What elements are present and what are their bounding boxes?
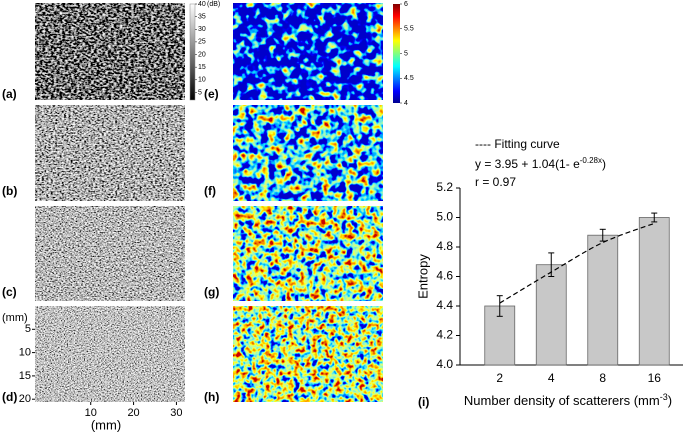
correlation: r = 0.97 bbox=[475, 175, 516, 189]
error-bar bbox=[651, 212, 658, 223]
equation: y = 3.95 + 1.04(1- e-0.28x) bbox=[475, 156, 606, 171]
y-axis-label: (mm) bbox=[2, 312, 28, 324]
panel-label: (a) bbox=[2, 87, 17, 101]
colorbar-tick-label: 5.5 bbox=[404, 26, 414, 33]
x-tick-label: 30 bbox=[170, 407, 182, 419]
panel-label: (h) bbox=[204, 390, 219, 404]
panel-label: (d) bbox=[2, 390, 17, 404]
bmode-image bbox=[35, 206, 185, 301]
entropy-image bbox=[233, 206, 383, 301]
bmode-image bbox=[35, 3, 185, 100]
x-axis-label-sup: -3 bbox=[660, 392, 668, 402]
colorbar-tick-label: 30 bbox=[198, 26, 206, 33]
entropy-image bbox=[233, 306, 383, 402]
panel-label: (b) bbox=[2, 184, 17, 198]
x-tick-label: 2 bbox=[496, 371, 503, 385]
x-tick-label: 10 bbox=[85, 407, 97, 419]
colorbar-unit: (dB) bbox=[207, 1, 220, 8]
x-tick-label: 8 bbox=[599, 371, 606, 385]
y-tick-label: 4.4 bbox=[436, 298, 453, 312]
y-tick-label: 4.0 bbox=[436, 357, 453, 371]
y-tick-label: 5.2 bbox=[436, 180, 453, 194]
y-tick-label: 4.2 bbox=[436, 328, 453, 342]
y-tick-label: 15 bbox=[19, 370, 31, 382]
equation-sup: -0.28x bbox=[580, 156, 602, 165]
y-axis-label: Entropy bbox=[415, 254, 430, 299]
y-tick-label: 4.8 bbox=[436, 239, 453, 253]
bar bbox=[638, 217, 670, 366]
x-axis-label-tail: ) bbox=[668, 393, 672, 408]
colorbar-tick-label: 5 bbox=[404, 50, 408, 57]
colorbar bbox=[393, 4, 400, 103]
panel-label: (g) bbox=[204, 285, 219, 299]
legend-entry: ---- Fitting curve bbox=[475, 137, 560, 151]
images bbox=[35, 3, 400, 402]
y-tick-label: 10 bbox=[19, 347, 31, 359]
colorbar-tick-label: 25 bbox=[198, 39, 206, 46]
fit-curve bbox=[499, 222, 655, 304]
bar bbox=[587, 234, 619, 366]
y-tick-label: 5.0 bbox=[436, 210, 453, 224]
panel-label: (i) bbox=[418, 395, 429, 409]
colorbar-tick-label: 4 bbox=[404, 100, 408, 107]
colorbar-tick-label: 35 bbox=[198, 13, 206, 20]
colorbar-tick-label: 4.5 bbox=[404, 75, 414, 82]
panel-label: (e) bbox=[204, 87, 219, 101]
colorbar-tick-label: 10 bbox=[198, 77, 206, 84]
colorbar-tick-label: 15 bbox=[198, 64, 206, 71]
x-tick-label: 20 bbox=[127, 407, 139, 419]
error-bar bbox=[496, 295, 503, 317]
bar bbox=[535, 264, 567, 366]
colorbar-tick-label: 20 bbox=[198, 51, 206, 58]
x-axis-label: Number density of scatterers (mm-3) bbox=[464, 392, 672, 408]
colorbar-tick-label: 40 bbox=[198, 1, 206, 8]
bmode-image bbox=[35, 306, 185, 402]
y-tick-label: 4.6 bbox=[436, 269, 453, 283]
x-tick-label: 16 bbox=[648, 371, 662, 385]
x-axis-label-text: Number density of scatterers (mm bbox=[464, 393, 660, 408]
y-tick-label: 20 bbox=[19, 393, 31, 405]
entropy-image bbox=[233, 105, 383, 201]
colorbar-tick-label: 6 bbox=[404, 1, 408, 8]
y-tick-label: 5 bbox=[25, 323, 31, 335]
equation-text: y = 3.95 + 1.04(1- e bbox=[475, 157, 580, 171]
bmode-image bbox=[35, 105, 185, 201]
panel-label: (f) bbox=[204, 184, 216, 198]
equation-tail: ) bbox=[602, 157, 606, 171]
colorbar bbox=[189, 3, 196, 101]
x-tick-label: 4 bbox=[548, 371, 555, 385]
colorbar-tick-label: 5 bbox=[198, 89, 202, 96]
x-axis-label: (mm) bbox=[91, 417, 121, 432]
entropy-image bbox=[233, 3, 383, 100]
panel-label: (c) bbox=[2, 285, 17, 299]
